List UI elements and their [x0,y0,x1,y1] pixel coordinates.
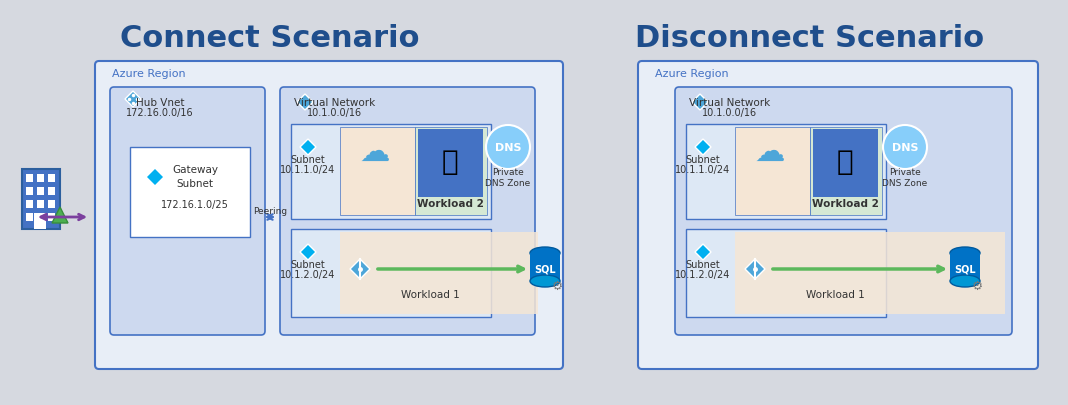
Polygon shape [695,140,711,156]
FancyBboxPatch shape [675,88,1012,335]
Bar [22,170,60,230]
Bar [735,232,1005,314]
Text: 10.1.0.0/16: 10.1.0.0/16 [308,108,362,118]
Text: Workload 1: Workload 1 [400,289,459,299]
Bar [951,254,980,281]
Polygon shape [52,207,68,224]
Text: 10.1.0.0/16: 10.1.0.0/16 [703,108,757,118]
Bar [48,213,54,222]
Text: Workload 2: Workload 2 [812,198,879,209]
Text: 10.1.2.0/24: 10.1.2.0/24 [280,269,335,279]
Bar [34,213,46,230]
Bar [48,188,54,196]
Text: 172.16.0.0/16: 172.16.0.0/16 [126,108,193,118]
Text: 🐧: 🐧 [836,148,853,175]
FancyBboxPatch shape [95,62,563,369]
Text: Gateway
Subnet: Gateway Subnet [172,165,218,188]
Ellipse shape [951,247,980,259]
Bar [340,232,538,314]
Polygon shape [695,244,711,260]
Text: SQL: SQL [954,264,976,274]
Bar [813,130,878,198]
Circle shape [883,126,927,170]
Text: Virtual Network: Virtual Network [295,98,376,108]
Polygon shape [300,244,316,260]
Text: Virtual Network: Virtual Network [689,98,771,108]
Bar [735,128,810,215]
Text: Private
DNS Zone: Private DNS Zone [882,168,928,188]
Text: Disconnect Scenario: Disconnect Scenario [635,23,985,52]
Text: ☁: ☁ [755,137,785,166]
Text: 10.1.2.0/24: 10.1.2.0/24 [675,269,731,279]
Ellipse shape [530,247,560,259]
Text: Subnet: Subnet [686,155,721,164]
Ellipse shape [951,275,980,287]
Polygon shape [146,168,164,187]
Bar [686,125,886,220]
Polygon shape [692,95,708,111]
Polygon shape [350,259,370,279]
Bar [530,254,560,281]
Bar [26,175,33,183]
FancyBboxPatch shape [280,88,535,335]
Text: ☁: ☁ [360,137,390,166]
Text: Private
DNS Zone: Private DNS Zone [485,168,531,188]
Text: Subnet: Subnet [686,259,721,269]
Text: Azure Region: Azure Region [655,69,728,79]
Text: ⚙: ⚙ [551,279,563,292]
Bar [26,213,33,222]
Polygon shape [745,259,765,279]
Text: Subnet: Subnet [290,155,326,164]
Bar [686,230,886,317]
Polygon shape [125,92,141,108]
Text: Azure Region: Azure Region [112,69,186,79]
Text: Peering: Peering [253,207,287,216]
Bar [415,128,487,215]
Bar [810,128,882,215]
Text: SQL: SQL [534,264,555,274]
Text: Workload 2: Workload 2 [417,198,484,209]
Text: 10.1.1.0/24: 10.1.1.0/24 [675,164,731,175]
Bar [37,175,44,183]
Bar [48,200,54,209]
Text: 🐧: 🐧 [442,148,458,175]
FancyBboxPatch shape [110,88,265,335]
Polygon shape [300,140,316,156]
Text: DNS: DNS [494,143,521,153]
Circle shape [486,126,530,170]
Bar [37,200,44,209]
Text: DNS: DNS [892,143,918,153]
Text: Workload 1: Workload 1 [805,289,864,299]
FancyBboxPatch shape [638,62,1038,369]
Text: Connect Scenario: Connect Scenario [121,23,420,52]
Text: 172.16.1.0/25: 172.16.1.0/25 [161,200,229,209]
Bar [130,148,250,237]
Text: Subnet: Subnet [290,259,326,269]
Bar [340,128,415,215]
Bar [37,213,44,222]
Text: Hub Vnet: Hub Vnet [136,98,185,108]
Bar [290,125,491,220]
Bar [290,230,491,317]
Bar [418,130,483,198]
Text: ⚙: ⚙ [972,279,983,292]
Bar [26,200,33,209]
Bar [37,188,44,196]
Bar [26,188,33,196]
Bar [48,175,54,183]
Ellipse shape [530,275,560,287]
Text: 10.1.1.0/24: 10.1.1.0/24 [281,164,335,175]
Polygon shape [297,95,313,111]
